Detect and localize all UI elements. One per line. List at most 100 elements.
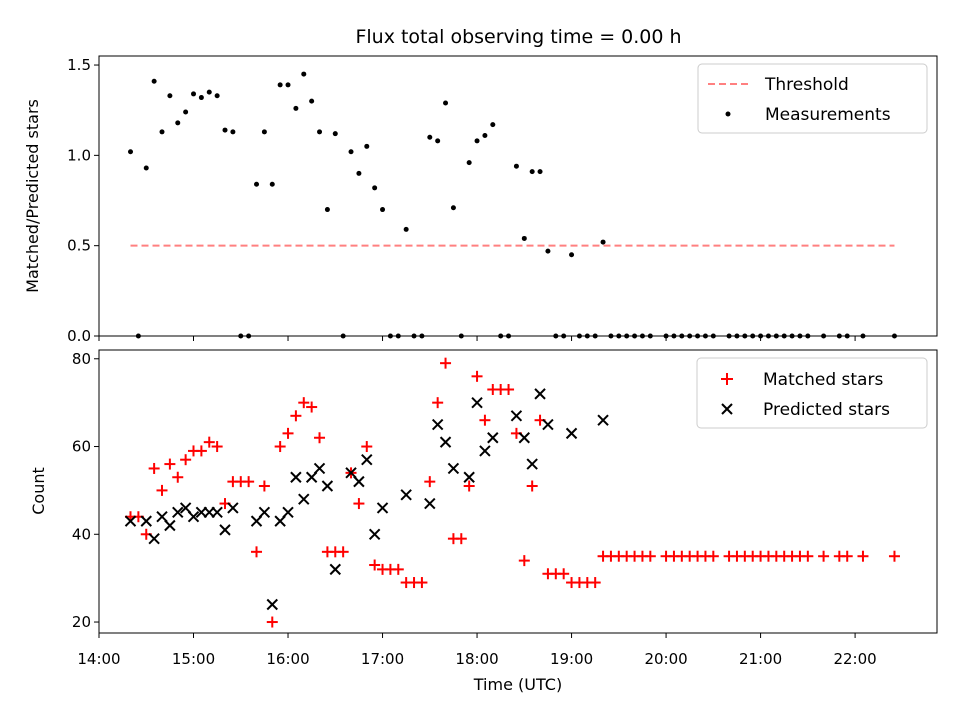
y-tick-label: 1.5 bbox=[67, 56, 91, 74]
predicted-star-point bbox=[565, 427, 578, 440]
matched-star-point bbox=[440, 357, 452, 369]
matched-star-point bbox=[432, 397, 444, 409]
measurement-point bbox=[198, 95, 204, 101]
matched-star-point bbox=[558, 568, 570, 580]
measurement-point bbox=[222, 127, 228, 133]
measurement-point bbox=[206, 89, 212, 95]
measurement-point bbox=[600, 239, 606, 245]
matched-star-point bbox=[211, 441, 223, 453]
predicted-star-point bbox=[124, 515, 137, 527]
measurement-point bbox=[364, 143, 370, 149]
predicted-star-point bbox=[368, 528, 381, 540]
measurement-point bbox=[435, 138, 441, 144]
measurement-point bbox=[175, 120, 181, 126]
legend-predicted-swatch bbox=[721, 403, 733, 415]
predicted-star-point bbox=[463, 471, 475, 483]
predicted-star-point bbox=[172, 506, 184, 519]
measurement-point bbox=[301, 71, 307, 77]
matched-star-point bbox=[203, 436, 215, 448]
y-tick-label: 80 bbox=[72, 350, 91, 368]
matched-star-point bbox=[707, 550, 719, 562]
matched-star-point bbox=[353, 498, 365, 510]
measurement-point bbox=[128, 149, 134, 155]
legend-predicted-label: Predicted stars bbox=[763, 400, 890, 420]
matched-star-point bbox=[424, 476, 436, 488]
matched-star-point bbox=[644, 550, 656, 562]
predicted-star-point bbox=[487, 432, 499, 444]
predicted-star-point bbox=[424, 497, 436, 510]
predicted-star-point bbox=[353, 475, 365, 488]
measurement-point bbox=[167, 93, 173, 99]
measurement-point bbox=[372, 185, 378, 191]
top-axis-ticks: 0.0 0.5 1.0 1.5 bbox=[67, 56, 856, 345]
y-tick-label: 0.5 bbox=[67, 237, 91, 255]
measurement-point bbox=[151, 78, 157, 84]
bottom-panel: 20 40 60 80 14:00 15:00 16:00 17:00 18:00 19:00 20… bbox=[29, 349, 938, 694]
measurement-point bbox=[143, 165, 149, 171]
bottom-legend-box bbox=[696, 357, 928, 429]
predicted-star-point bbox=[258, 506, 271, 519]
x-tick-label: 16:00 bbox=[266, 650, 309, 668]
matched-star-point bbox=[471, 370, 483, 382]
bottom-legend: Matched stars Predicted stars bbox=[696, 357, 928, 429]
measurement-point bbox=[529, 169, 535, 175]
predicted-star-point bbox=[400, 489, 412, 501]
matched-star-point bbox=[802, 550, 814, 562]
measurement-point bbox=[521, 235, 527, 241]
measurement-point bbox=[285, 82, 291, 88]
y-tick-label: 60 bbox=[72, 438, 91, 456]
measurement-point bbox=[214, 93, 220, 99]
matched-star-point bbox=[266, 616, 278, 628]
measurement-point bbox=[309, 98, 315, 104]
top-plot-frame bbox=[98, 55, 938, 337]
predicted-star-point bbox=[321, 480, 334, 492]
top-panel: 0.0 0.5 1.0 1.5 Matched/Predicted stars Thr… bbox=[23, 55, 938, 345]
measurement-point bbox=[466, 160, 472, 166]
predicted-star-point bbox=[447, 462, 460, 475]
measurement-point bbox=[191, 91, 197, 97]
measurement-point bbox=[261, 129, 267, 135]
y-tick-label: 0.0 bbox=[67, 327, 91, 345]
matched-star-point bbox=[369, 559, 381, 571]
measurement-point bbox=[269, 181, 275, 187]
predicted-star-point bbox=[164, 519, 176, 532]
matched-star-point bbox=[455, 533, 467, 545]
chart-title: Flux total observing time = 0.00 h bbox=[355, 26, 681, 48]
predicted-star-point bbox=[534, 388, 546, 400]
predicted-star-point bbox=[148, 532, 160, 545]
measurement-point bbox=[450, 205, 456, 211]
matched-star-point bbox=[148, 462, 160, 474]
measurement-point bbox=[490, 122, 496, 128]
x-tick-label: 15:00 bbox=[172, 650, 215, 668]
predicted-star-point bbox=[298, 493, 310, 505]
measurement-point bbox=[513, 163, 519, 169]
measurement-point bbox=[403, 226, 409, 232]
predicted-star-point bbox=[518, 432, 531, 444]
matched-star-point bbox=[274, 441, 286, 453]
bottom-plot-frame bbox=[98, 349, 938, 634]
measurement-point bbox=[545, 248, 551, 254]
matched-star-point bbox=[290, 410, 302, 422]
legend-matched-swatch bbox=[721, 373, 733, 385]
matched-star-point bbox=[337, 546, 349, 558]
top-legend: Threshold Measurements bbox=[697, 63, 928, 134]
matched-star-point bbox=[314, 432, 326, 444]
measurement-point bbox=[537, 169, 543, 175]
legend-measurements-swatch bbox=[725, 111, 731, 117]
y-tick-label: 20 bbox=[72, 613, 91, 631]
measurement-point bbox=[254, 181, 260, 187]
bottom-axis-ticks: 20 40 60 80 14:00 15:00 16:00 17:00 18:00 19:00 20… bbox=[72, 350, 877, 668]
predicted-star-point bbox=[526, 458, 538, 470]
predicted-star-point bbox=[479, 445, 491, 457]
measurement-point bbox=[317, 129, 323, 135]
predicted-star-point bbox=[361, 453, 373, 466]
matched-star-point bbox=[298, 397, 310, 409]
measurement-point bbox=[569, 252, 575, 258]
predicted-star-point bbox=[376, 502, 389, 514]
predicted-star-point bbox=[542, 418, 554, 431]
legend-measurements-label: Measurements bbox=[765, 105, 891, 125]
matched-star-point bbox=[164, 458, 176, 470]
matched-star-point bbox=[251, 546, 263, 558]
matched-star-point bbox=[857, 550, 869, 562]
predicted-star-point bbox=[219, 524, 231, 536]
